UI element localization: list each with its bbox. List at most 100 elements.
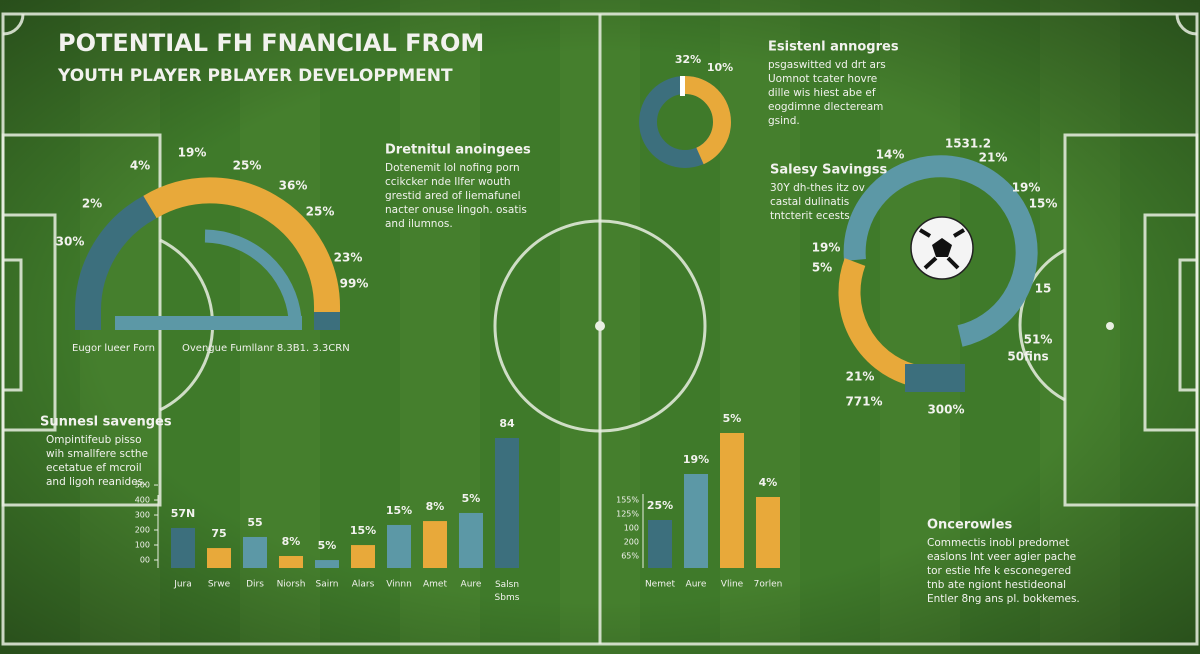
bar	[207, 548, 231, 568]
label: 25%	[233, 159, 262, 173]
x-tick-label: Vline	[721, 580, 744, 590]
x-tick-label: Salsn Sbms	[495, 580, 520, 603]
label: 25%	[306, 205, 335, 219]
x-tick-label: 7orlen	[754, 580, 783, 590]
block-line: gsind.	[768, 115, 800, 127]
label: 99%	[340, 277, 369, 291]
label: 4%	[130, 159, 150, 173]
label: 36%	[279, 179, 308, 193]
x-tick-label: Vinnn	[386, 580, 412, 590]
block-title: Oncerowles	[927, 518, 1012, 533]
label: 19%	[178, 146, 207, 160]
ring	[838, 155, 1038, 392]
label: 5%	[812, 261, 832, 275]
block-title: Sunnesl savenges	[40, 415, 172, 430]
block-line: tntcterit ecests	[770, 210, 850, 222]
label: 50fins	[1007, 350, 1048, 364]
bar	[720, 433, 744, 568]
label: 15	[1035, 282, 1052, 296]
label: 19%	[1012, 181, 1041, 195]
block-title: Salesy Savingss	[770, 163, 888, 178]
x-tick-label: Amet	[423, 580, 447, 590]
x-tick-label: Sairn	[316, 580, 339, 590]
label: 51%	[1024, 333, 1053, 347]
caption: Eugor lueer Forn	[72, 343, 155, 354]
bar	[495, 438, 519, 568]
block-line: nacter onuse lingoh. osatis	[385, 204, 527, 216]
y-tick-label: 00	[140, 556, 150, 565]
x-tick-label: Aure	[461, 580, 482, 590]
value-label: 84	[499, 417, 515, 430]
value-label: 8%	[282, 535, 301, 548]
block-line: Uomnot tcater hovre	[768, 73, 877, 85]
y-tick-label: 400	[135, 496, 150, 505]
bar	[423, 521, 447, 568]
block-line: Ompintifeub pisso	[46, 434, 142, 446]
block-line: and ligoh reanides.	[46, 476, 147, 488]
value-label: 55	[247, 516, 262, 529]
label: 2%	[82, 197, 102, 211]
label: 32%	[675, 53, 701, 66]
block-line: Commectis inobl predomet	[927, 537, 1069, 549]
value-label: 5%	[723, 412, 742, 425]
bar	[351, 545, 375, 568]
block-line: grestid ared of liemafunel	[385, 190, 521, 202]
title: POTENTIAL FH FNANCIAL FROM	[58, 29, 484, 57]
caption: Ovengue Fumllanr 8.3B1. 3.3CRN	[182, 343, 350, 354]
label: 1531.2	[945, 137, 991, 151]
block-line: tnb ate ngiont hestideonal	[927, 579, 1066, 591]
label: 21%	[846, 370, 875, 384]
x-tick-label: Srwe	[208, 580, 231, 590]
y-tick-label: 500	[135, 481, 150, 490]
value-label: 19%	[683, 453, 709, 466]
value-label: 5%	[462, 492, 481, 505]
label: 19%	[812, 241, 841, 255]
bar	[279, 556, 303, 568]
x-tick-label: Alars	[352, 580, 375, 590]
x-tick-label: Aure	[686, 580, 707, 590]
y-tick-label: 100	[135, 541, 150, 550]
label: 23%	[334, 251, 363, 265]
bar	[756, 497, 780, 568]
block-line: ccikcker nde Ilfer wouth	[385, 176, 511, 188]
y-tick-label: 100	[624, 524, 639, 533]
label: 15%	[1029, 197, 1058, 211]
block-line: castal dulinatis	[770, 196, 849, 208]
value-label: 25%	[647, 499, 673, 512]
value-label: 4%	[759, 476, 778, 489]
block-line: tor estie hfe k esconegered	[927, 565, 1071, 577]
value-label: 15%	[350, 524, 376, 537]
field-lines	[1, 12, 1199, 646]
value-label: 57N	[171, 507, 196, 520]
bar	[459, 512, 483, 568]
block-line: 30Y dh-thes itz ov	[770, 182, 865, 194]
bar	[171, 527, 195, 568]
label: 30%	[56, 235, 85, 249]
y-tick-label: 65%	[621, 552, 639, 561]
block-title: Dretnitul anoingees	[385, 143, 531, 158]
y-tick-label: 155%	[616, 496, 639, 505]
block-line: eogdimne dlecteream	[768, 101, 883, 113]
value-label: 8%	[426, 500, 445, 513]
value-label: 75	[211, 527, 226, 540]
label: 771%	[845, 395, 882, 409]
bar	[315, 560, 339, 568]
gauge	[75, 177, 341, 330]
bar	[648, 520, 672, 568]
subtitle: YOUTH PLAYER PBLAYER DEVELOPPMENT	[57, 66, 453, 86]
y-tick-label: 125%	[616, 510, 639, 519]
block-line: Entler 8ng ans pl. bokkemes.	[927, 593, 1080, 605]
x-tick-label: Jura	[173, 580, 192, 590]
bar	[684, 474, 708, 568]
bar	[387, 524, 411, 568]
label: 300%	[927, 403, 964, 417]
label: 14%	[876, 148, 905, 162]
x-tick-label: Dirs	[246, 580, 264, 590]
y-tick-label: 200	[624, 538, 639, 547]
bar	[243, 536, 267, 568]
y-tick-label: 200	[135, 526, 150, 535]
value-label: 5%	[318, 539, 337, 552]
label: 21%	[979, 151, 1008, 165]
